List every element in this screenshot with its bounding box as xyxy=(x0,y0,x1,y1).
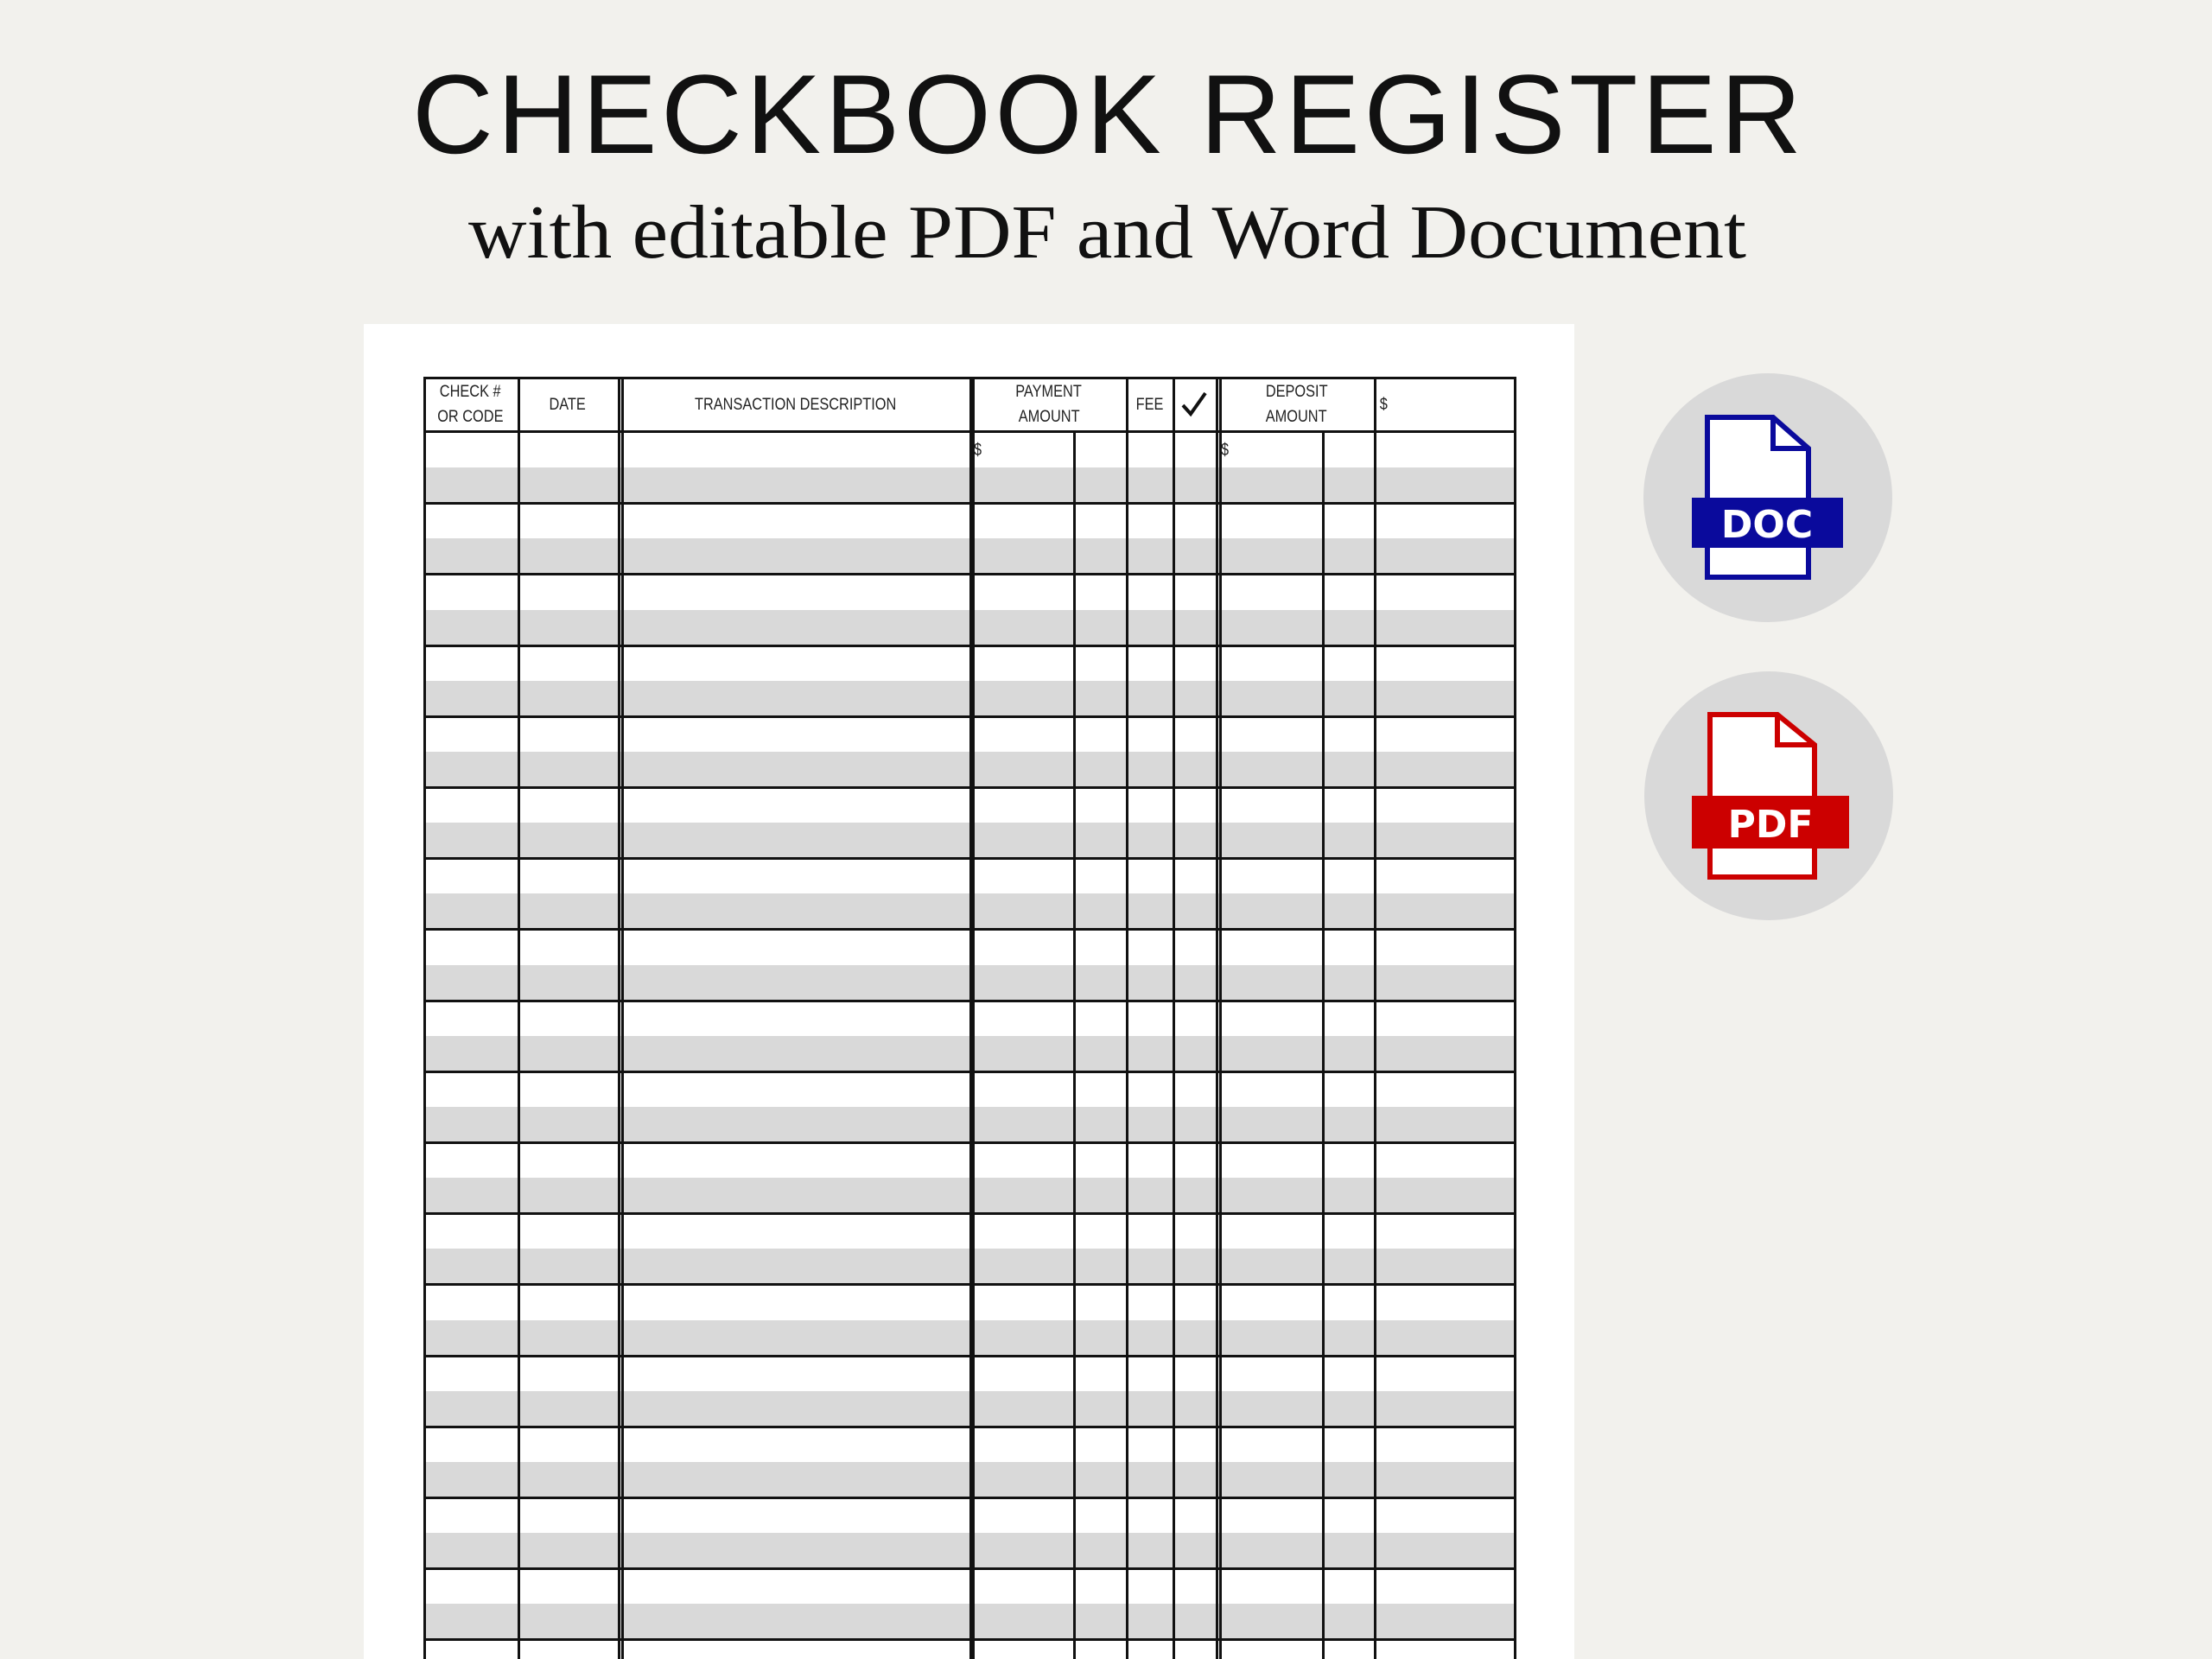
register-row-stripe xyxy=(423,1533,1514,1569)
header-balance: $ xyxy=(1379,377,1509,432)
header-deposit: DEPOSIT AMOUNT xyxy=(1219,377,1374,432)
header-payment-label: PAYMENT xyxy=(1015,383,1083,401)
column-divider xyxy=(1219,377,1222,1659)
header-check-code: CHECK # OR CODE xyxy=(423,377,518,432)
cents-divider xyxy=(1322,432,1325,1659)
register-row-stripe xyxy=(423,893,1514,930)
register-row-stripe xyxy=(423,538,1514,575)
register-row-stripe xyxy=(423,1249,1514,1285)
payment-currency: $ xyxy=(974,441,982,460)
register-row-stripe xyxy=(423,1035,1514,1071)
cents-divider xyxy=(1073,432,1076,1659)
header-deposit-amount-label: AMOUNT xyxy=(1266,408,1327,426)
register-row-stripe xyxy=(423,823,1514,859)
header-fee: FEE xyxy=(1126,377,1173,432)
register-row-stripe xyxy=(423,1106,1514,1142)
register-row-stripe xyxy=(423,1461,1514,1497)
header-code-label: OR CODE xyxy=(437,408,504,426)
column-divider xyxy=(518,377,520,1659)
column-divider xyxy=(621,377,624,1659)
column-divider xyxy=(1126,377,1128,1659)
column-divider xyxy=(969,377,972,1659)
register-row-stripe xyxy=(423,964,1514,1001)
deposit-currency: $ xyxy=(1221,441,1230,460)
register-row-stripe xyxy=(423,751,1514,787)
header-border xyxy=(423,377,1516,379)
checkmark-icon xyxy=(1181,391,1207,417)
register-row-stripe xyxy=(423,1390,1514,1427)
page-subtitle: with editable PDF and Word Document xyxy=(468,191,1746,275)
column-divider xyxy=(423,377,426,1659)
doc-file-icon: DOC xyxy=(1692,415,1843,580)
header-deposit-label: DEPOSIT xyxy=(1265,383,1328,401)
header-border xyxy=(423,430,1516,433)
header-payment: PAYMENT AMOUNT xyxy=(972,377,1126,432)
doc-label: DOC xyxy=(1721,503,1813,547)
header-cleared xyxy=(1173,377,1216,432)
pdf-label: PDF xyxy=(1728,803,1814,847)
register-row-stripe xyxy=(423,1178,1514,1214)
column-divider xyxy=(972,377,975,1659)
doc-badge[interactable]: DOC xyxy=(1643,373,1892,622)
register-row-stripe xyxy=(423,609,1514,645)
page-title: CHECKBOOK REGISTER xyxy=(412,51,1802,177)
pdf-badge[interactable]: PDF xyxy=(1644,671,1893,920)
register-row-stripe xyxy=(423,680,1514,716)
header-date-label: DATE xyxy=(549,395,587,414)
header-fee-label: FEE xyxy=(1135,395,1163,414)
register-row-stripe xyxy=(423,1604,1514,1640)
column-divider xyxy=(1216,377,1218,1659)
header-payment-amount-label: AMOUNT xyxy=(1018,408,1080,426)
column-divider xyxy=(1173,377,1175,1659)
header-balance-label: $ xyxy=(1379,395,1388,414)
title-block: CHECKBOOK REGISTER with editable PDF and… xyxy=(412,51,1802,275)
column-divider xyxy=(1514,377,1516,1659)
header-description-label: TRANSACTION DESCRIPTION xyxy=(694,395,897,414)
column-divider xyxy=(618,377,620,1659)
column-divider xyxy=(1374,377,1376,1659)
pdf-file-icon: PDF xyxy=(1692,712,1849,880)
register-row-stripe xyxy=(423,467,1514,504)
header-description: TRANSACTION DESCRIPTION xyxy=(621,377,969,432)
header-check-label: CHECK # xyxy=(440,383,501,401)
register-row-stripe xyxy=(423,1319,1514,1356)
header-date: DATE xyxy=(518,377,618,432)
